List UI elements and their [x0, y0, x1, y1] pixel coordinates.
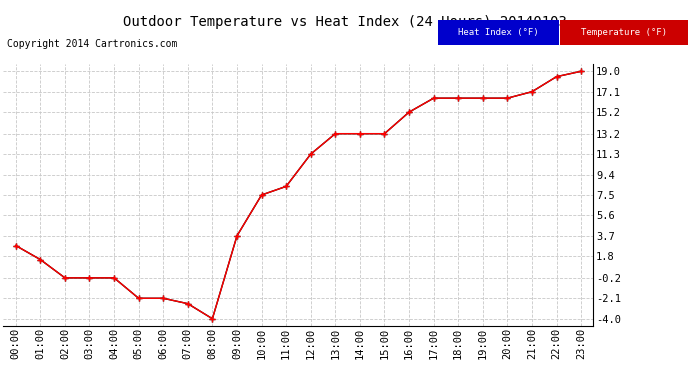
Text: Heat Index (°F): Heat Index (°F): [458, 28, 539, 37]
Text: Copyright 2014 Cartronics.com: Copyright 2014 Cartronics.com: [7, 39, 177, 50]
Text: Outdoor Temperature vs Heat Index (24 Hours) 20140103: Outdoor Temperature vs Heat Index (24 Ho…: [123, 15, 567, 29]
Text: Temperature (°F): Temperature (°F): [581, 28, 667, 37]
